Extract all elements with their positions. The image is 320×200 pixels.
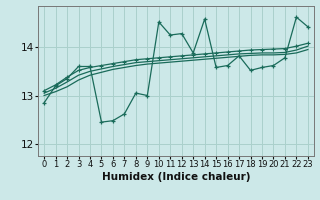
X-axis label: Humidex (Indice chaleur): Humidex (Indice chaleur) [102,172,250,182]
